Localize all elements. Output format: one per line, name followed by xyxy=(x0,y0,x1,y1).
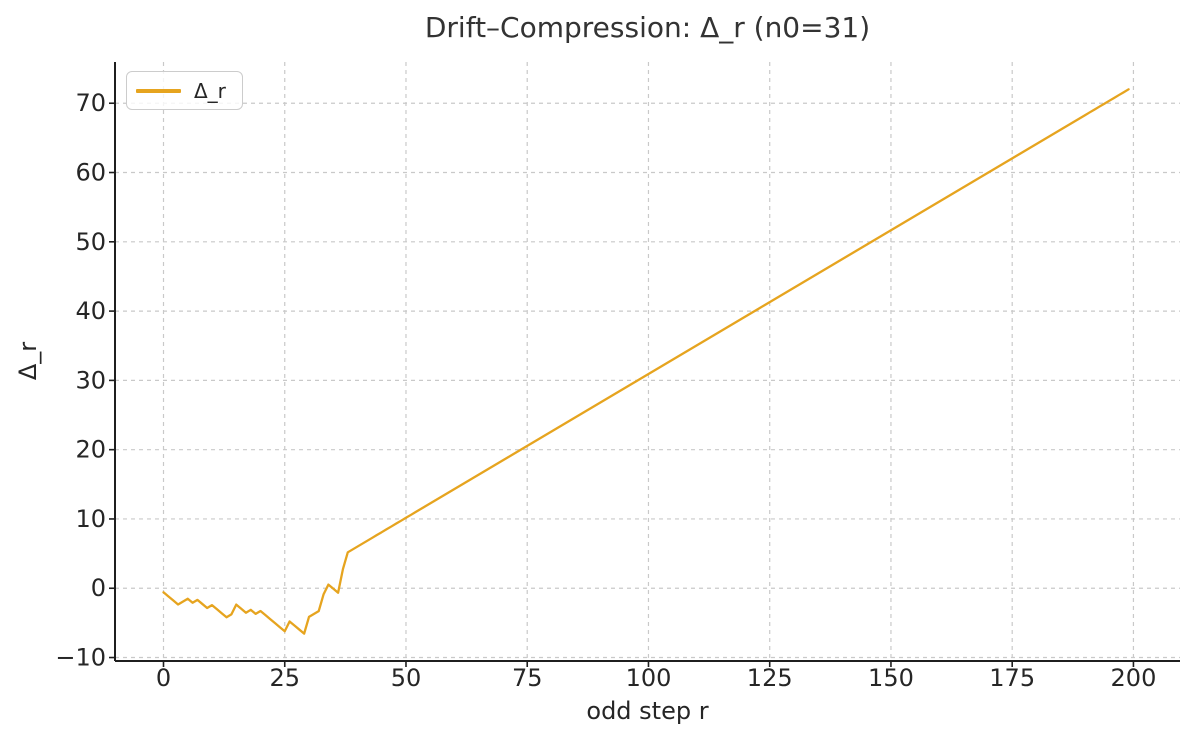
legend-label: Δ_r xyxy=(194,78,226,103)
y-tick-label: 0 xyxy=(91,574,106,602)
chart-title: Drift–Compression: Δ_r (n0=31) xyxy=(424,11,871,44)
y-axis-label: Δ_r xyxy=(14,341,42,381)
x-axis-label: odd step r xyxy=(586,697,709,725)
x-tick-label: 75 xyxy=(512,664,543,692)
legend-line-swatch xyxy=(136,88,181,93)
x-tick-label: 200 xyxy=(1111,664,1157,692)
y-tick-label: 50 xyxy=(75,228,106,256)
x-tick-label: 125 xyxy=(747,664,793,692)
y-tick-label: 70 xyxy=(75,89,106,117)
y-tick-label: 40 xyxy=(75,297,106,325)
y-tick-label: 10 xyxy=(75,505,106,533)
legend: Δ_r xyxy=(126,71,243,110)
y-tick-label: 30 xyxy=(75,366,106,394)
x-tick-label: 0 xyxy=(156,664,171,692)
y-tick-label: 60 xyxy=(75,159,106,187)
x-tick-label: 150 xyxy=(868,664,914,692)
x-tick-label: 100 xyxy=(626,664,672,692)
y-tick-label: 20 xyxy=(75,436,106,464)
x-tick-label: 175 xyxy=(989,664,1035,692)
x-tick-label: 50 xyxy=(391,664,422,692)
y-tick-label: −10 xyxy=(55,644,106,672)
x-tick-label: 25 xyxy=(269,664,300,692)
delta-r-series-line xyxy=(162,88,1130,635)
